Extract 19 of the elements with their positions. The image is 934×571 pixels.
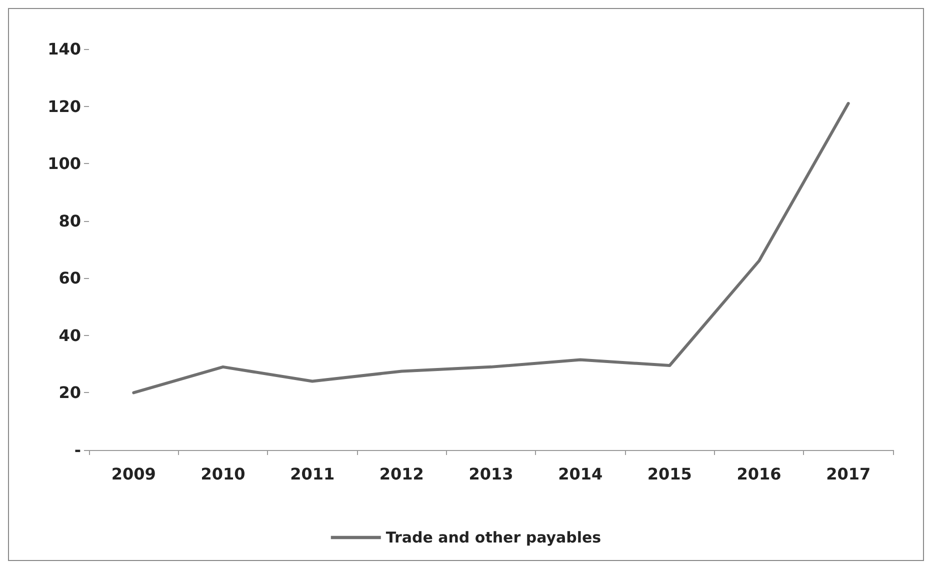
y-tick-label: 120 (48, 96, 81, 116)
x-tick-label: 2013 (468, 464, 514, 484)
x-tick-label: 2012 (379, 464, 424, 484)
line-series (132, 102, 850, 394)
legend-label: Trade and other payables (386, 528, 602, 546)
y-tick-label: 20 (58, 383, 81, 402)
x-tick-label: 2017 (826, 464, 871, 484)
x-tick-label: 2015 (647, 464, 692, 484)
y-tick-label: 60 (58, 268, 81, 288)
y-tick-label: 40 (58, 326, 81, 345)
x-tick-label: 2014 (558, 464, 603, 484)
x-tick-label: 2011 (290, 464, 335, 484)
y-tick-label: - (74, 440, 81, 460)
y-tick-label: 140 (48, 40, 81, 58)
y-tick-label: 100 (48, 154, 81, 174)
y-tick-label: 80 (58, 211, 81, 230)
x-tick-label: 2009 (111, 464, 156, 484)
x-tick-label: 2010 (200, 464, 246, 484)
x-tick-label: 2016 (736, 464, 782, 484)
